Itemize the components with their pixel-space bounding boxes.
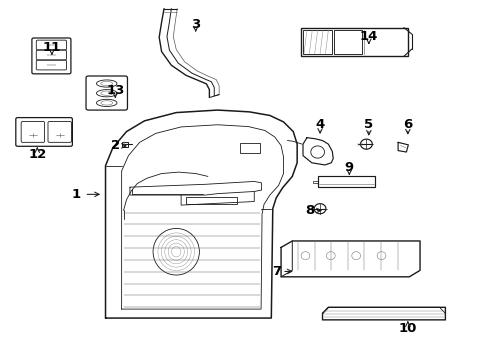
Bar <box>333 30 361 54</box>
Bar <box>317 176 374 187</box>
Text: 12: 12 <box>28 148 46 161</box>
Text: 11: 11 <box>42 41 61 54</box>
Text: 1: 1 <box>72 188 81 201</box>
Text: 14: 14 <box>359 30 377 43</box>
Text: 6: 6 <box>403 118 412 131</box>
Text: 5: 5 <box>364 118 373 131</box>
Bar <box>300 28 407 56</box>
Text: 10: 10 <box>398 322 416 335</box>
Text: 8: 8 <box>305 204 314 217</box>
Text: 13: 13 <box>106 84 124 97</box>
Bar <box>302 30 331 54</box>
Text: 7: 7 <box>271 265 280 278</box>
Bar <box>239 143 260 153</box>
Text: 3: 3 <box>191 18 200 31</box>
Text: 9: 9 <box>344 161 353 174</box>
Bar <box>185 197 237 204</box>
Text: 4: 4 <box>315 118 324 131</box>
Text: 2: 2 <box>110 139 120 152</box>
Bar <box>122 141 128 147</box>
